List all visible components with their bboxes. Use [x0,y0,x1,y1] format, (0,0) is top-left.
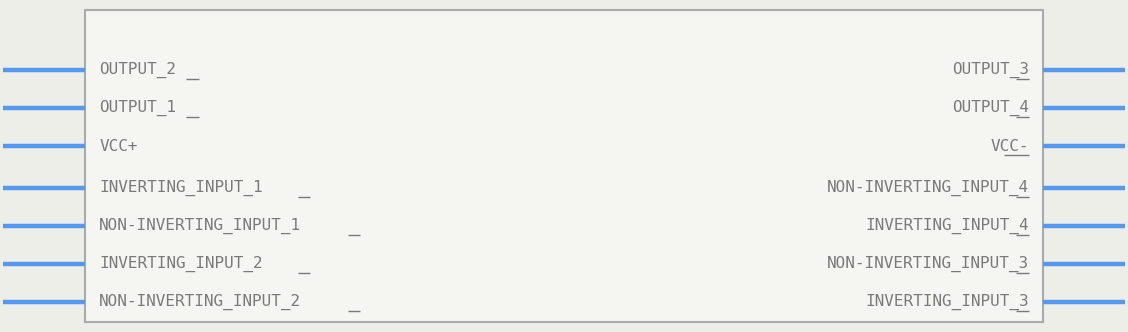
Text: INVERTING_INPUT_4: INVERTING_INPUT_4 [865,218,1029,234]
Text: NON-INVERTING_INPUT_1: NON-INVERTING_INPUT_1 [99,218,301,234]
Text: OUTPUT_1: OUTPUT_1 [99,100,176,116]
Text: INVERTING_INPUT_1: INVERTING_INPUT_1 [99,180,263,196]
Text: VCC+: VCC+ [99,138,138,154]
Text: NON-INVERTING_INPUT_3: NON-INVERTING_INPUT_3 [827,256,1029,272]
Text: INVERTING_INPUT_3: INVERTING_INPUT_3 [865,294,1029,310]
Text: VCC-: VCC- [990,138,1029,154]
Text: INVERTING_INPUT_2: INVERTING_INPUT_2 [99,256,263,272]
Text: NON-INVERTING_INPUT_4: NON-INVERTING_INPUT_4 [827,180,1029,196]
Bar [85,10,1043,322]
Text: NON-INVERTING_INPUT_2: NON-INVERTING_INPUT_2 [99,294,301,310]
Text: OUTPUT_3: OUTPUT_3 [952,62,1029,78]
Text: OUTPUT_2: OUTPUT_2 [99,62,176,78]
Text: OUTPUT_4: OUTPUT_4 [952,100,1029,116]
